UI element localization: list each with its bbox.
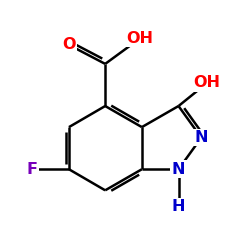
Text: OH: OH bbox=[126, 31, 153, 46]
Text: H: H bbox=[172, 199, 185, 214]
Text: O: O bbox=[62, 38, 76, 52]
Text: N: N bbox=[172, 162, 185, 177]
Text: OH: OH bbox=[194, 75, 221, 90]
Text: F: F bbox=[27, 162, 38, 177]
Text: N: N bbox=[194, 130, 208, 145]
